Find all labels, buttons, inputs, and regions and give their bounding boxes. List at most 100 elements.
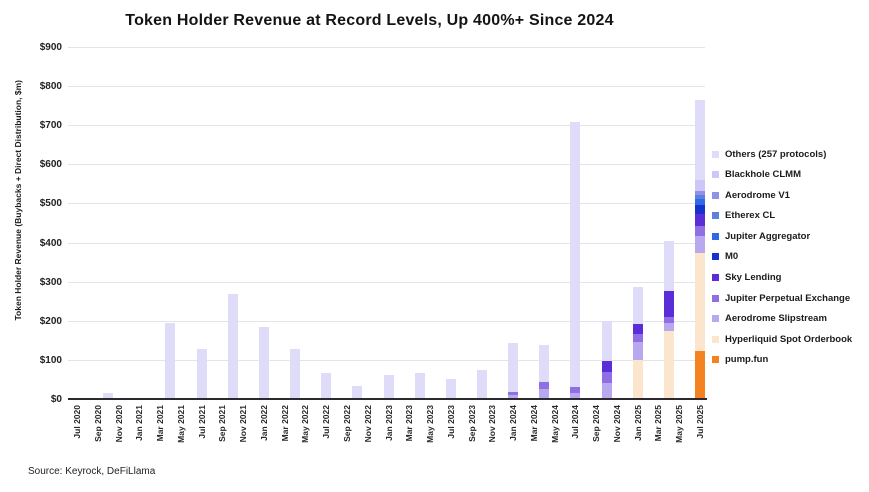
legend-item-m0: M0 bbox=[712, 251, 852, 263]
x-tick-label: May 2024 bbox=[549, 405, 560, 443]
x-axis-line bbox=[68, 398, 707, 400]
x-tick-label: Sep 2022 bbox=[341, 405, 352, 442]
legend-swatch-icon bbox=[712, 253, 719, 261]
legend-swatch-icon bbox=[712, 171, 719, 179]
bar-oct-2020 bbox=[103, 392, 114, 399]
legend-label: Jupiter Aggregator bbox=[725, 230, 811, 242]
bar-jan-2023 bbox=[383, 374, 394, 399]
bar-segment-aerodrome-slipstream bbox=[539, 388, 550, 399]
bar-segment-etherex-cl bbox=[695, 194, 705, 199]
x-tick-label: Jul 2025 bbox=[695, 405, 705, 439]
x-tick-label: Mar 2024 bbox=[528, 405, 539, 442]
x-tick-label: Nov 2020 bbox=[113, 405, 124, 443]
bar-segment-others-257-protocols- bbox=[290, 348, 301, 399]
x-tick-label: Jan 2025 bbox=[632, 405, 643, 441]
legend-swatch-icon bbox=[712, 356, 719, 364]
bar-jul-2023 bbox=[445, 379, 456, 399]
source-note: Source: Keyrock, DeFiLlama bbox=[28, 466, 156, 477]
gridline-100 bbox=[68, 359, 705, 361]
bar-segment-jupiter-perpetual-exchange bbox=[663, 316, 674, 323]
y-tick-label: $0 bbox=[50, 394, 62, 405]
bar-segment-sky-lending bbox=[663, 291, 674, 317]
legend-item-hyperliquid-spot-orderbook: Hyperliquid Spot Orderbook bbox=[712, 333, 852, 345]
bar-segment-others-257-protocols- bbox=[539, 344, 550, 383]
bar-segment-others-257-protocols- bbox=[258, 326, 269, 399]
x-tick-label: Jul 2023 bbox=[445, 405, 456, 439]
bar-apr-2024 bbox=[539, 344, 550, 399]
legend-item-aerodrome-v1: Aerodrome V1 bbox=[712, 189, 852, 201]
bar-segment-others-257-protocols- bbox=[383, 374, 394, 399]
bar-jan-2024 bbox=[508, 343, 519, 399]
x-tick-label: May 2022 bbox=[300, 405, 311, 443]
bar-segment-pump-fun bbox=[695, 351, 705, 399]
bar-segment-aerodrome-slipstream bbox=[695, 235, 705, 253]
bar-apr-2022 bbox=[290, 348, 301, 399]
legend-swatch-icon bbox=[712, 191, 719, 199]
bar-segment-others-257-protocols- bbox=[414, 373, 425, 399]
x-tick-label: Jul 2022 bbox=[321, 405, 332, 439]
legend-label: Blackhole CLMM bbox=[725, 169, 802, 181]
bar-segment-others-257-protocols- bbox=[695, 99, 705, 181]
legend-label: Others (257 protocols) bbox=[725, 148, 827, 160]
bar-segment-others-257-protocols- bbox=[632, 286, 643, 324]
x-tick-label: Jan 2023 bbox=[383, 405, 394, 441]
bar-segment-others-257-protocols- bbox=[321, 372, 332, 399]
bar-jul-2024 bbox=[570, 122, 581, 399]
y-tick-label: $600 bbox=[39, 159, 62, 171]
legend-label: Aerodrome Slipstream bbox=[725, 313, 827, 325]
x-tick-label: Nov 2022 bbox=[362, 405, 373, 443]
legend-label: Hyperliquid Spot Orderbook bbox=[725, 333, 853, 345]
bar-jul-2021 bbox=[196, 348, 207, 399]
x-tick-label: Jul 2021 bbox=[196, 405, 207, 439]
bar-segment-others-257-protocols- bbox=[103, 392, 114, 399]
bar-segment-hyperliquid-spot-orderbook bbox=[695, 252, 705, 352]
legend-swatch-icon bbox=[712, 232, 719, 240]
bar-oct-2024 bbox=[601, 320, 612, 399]
gridline-700 bbox=[68, 125, 705, 127]
x-tick-label: Jan 2021 bbox=[134, 405, 145, 441]
bar-segment-others-257-protocols- bbox=[476, 369, 487, 399]
bar-segment-sky-lending bbox=[695, 213, 705, 226]
bar-segment-jupiter-perpetual-exchange bbox=[539, 382, 550, 389]
bar-segment-others-257-protocols- bbox=[165, 322, 176, 399]
bar-segment-m0 bbox=[695, 205, 705, 214]
bar-segment-others-257-protocols- bbox=[352, 386, 363, 399]
legend-label: M0 bbox=[725, 251, 739, 263]
y-tick-label: $800 bbox=[39, 81, 62, 93]
x-tick-label: May 2025 bbox=[674, 405, 685, 443]
legend-item-jupiter-perpetual-exchange: Jupiter Perpetual Exchange bbox=[712, 292, 852, 304]
x-tick-label: Nov 2024 bbox=[611, 405, 622, 443]
bar-segment-others-257-protocols- bbox=[601, 320, 612, 362]
x-tick-label: Mar 2021 bbox=[155, 405, 166, 442]
x-tick-label: Jan 2022 bbox=[258, 405, 269, 441]
legend-swatch-icon bbox=[712, 212, 719, 220]
legend-label: Aerodrome V1 bbox=[725, 189, 790, 201]
bar-segment-aerodrome-slipstream bbox=[663, 322, 674, 331]
legend-label: Etherex CL bbox=[725, 210, 776, 222]
gridline-400 bbox=[68, 242, 705, 244]
bar-oct-2021 bbox=[227, 294, 238, 399]
bar-apr-2023 bbox=[414, 373, 425, 399]
x-tick-label: Nov 2021 bbox=[238, 405, 249, 443]
bar-segment-aerodrome-slipstream bbox=[508, 395, 519, 399]
bar-jan-2022 bbox=[258, 326, 269, 399]
y-tick-label: $700 bbox=[39, 120, 62, 132]
x-tick-label: Sep 2024 bbox=[591, 405, 602, 442]
bar-segment-jupiter-perpetual-exchange bbox=[570, 386, 581, 393]
x-tick-label: Mar 2023 bbox=[404, 405, 415, 442]
gridline-800 bbox=[68, 86, 705, 88]
x-tick-label: May 2021 bbox=[175, 405, 186, 443]
y-tick-label: $400 bbox=[39, 237, 62, 249]
legend-item-blackhole-clmm: Blackhole CLMM bbox=[712, 169, 852, 181]
legend-swatch-icon bbox=[712, 274, 719, 282]
gridline-900 bbox=[68, 47, 705, 48]
bar-segment-hyperliquid-spot-orderbook bbox=[663, 330, 674, 399]
bar-segment-aerodrome-v1 bbox=[695, 191, 705, 195]
bar-jan-2025 bbox=[632, 286, 643, 399]
gridline-200 bbox=[68, 320, 705, 322]
bar-jul-2022 bbox=[321, 372, 332, 399]
bar-segment-sky-lending bbox=[601, 361, 612, 372]
bar-jul-2025 bbox=[695, 99, 705, 399]
bar-segment-others-257-protocols- bbox=[570, 122, 581, 387]
